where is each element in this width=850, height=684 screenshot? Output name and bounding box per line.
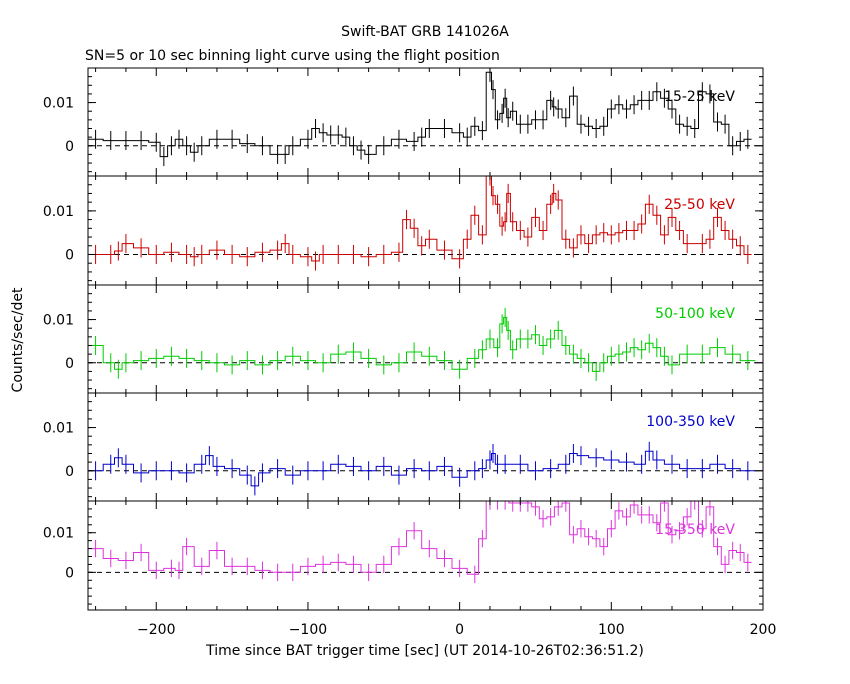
y-tick-label: 0 xyxy=(65,565,74,581)
y-tick-label: 0.01 xyxy=(43,313,74,329)
y-tick-label: 0.01 xyxy=(43,421,74,437)
panel-frame xyxy=(87,175,764,286)
y-tick-label: 0.01 xyxy=(43,96,74,112)
band-label: 25-50 keV xyxy=(664,197,735,213)
series-line xyxy=(88,316,756,372)
series-line xyxy=(88,450,756,487)
series-line xyxy=(88,500,752,575)
chart-title: Swift-BAT GRB 141026A xyxy=(341,24,509,40)
x-tick-label: 200 xyxy=(750,622,777,638)
y-tick-label: 0.01 xyxy=(43,526,74,542)
y-axis-label: Counts/sec/det xyxy=(10,287,26,392)
x-tick-label: −100 xyxy=(289,622,327,638)
band-label: 15-25 keV xyxy=(664,89,735,105)
panel-5: 0 0.01 15-350 keV xyxy=(43,500,764,611)
chart-subtitle: SN=5 or 10 sec binning light curve using… xyxy=(85,48,500,64)
panel-1: 0 0.01 15-25 keV xyxy=(43,67,764,177)
panel-3: 0 0.01 50-100 keV xyxy=(43,284,764,394)
panel-frame xyxy=(87,500,764,611)
panel-frame xyxy=(87,284,764,394)
band-label: 15-350 keV xyxy=(655,522,735,538)
panel-2: 0 0.01 25-50 keV xyxy=(43,175,764,286)
y-tick-label: 0.01 xyxy=(43,204,74,220)
series-line xyxy=(88,71,752,158)
x-axis-label: Time since BAT trigger time [sec] (UT 20… xyxy=(205,643,644,659)
x-tick-label: 0 xyxy=(455,622,464,638)
panels-group: 0 0.01 15-25 keV 0 0.01 25-50 keV 0 0.01 50-100 … xyxy=(43,67,764,611)
band-label: 50-100 keV xyxy=(655,306,735,322)
y-tick-label: 0 xyxy=(65,356,74,372)
y-tick-label: 0 xyxy=(65,139,74,155)
x-tick-label: −200 xyxy=(137,622,175,638)
panel-4: 0 0.01 100-350 keV xyxy=(43,392,764,502)
panel-frame xyxy=(87,392,764,502)
series-line xyxy=(88,175,752,262)
x-tick-label: 100 xyxy=(598,622,625,638)
panel-frame xyxy=(87,67,764,177)
y-tick-label: 0 xyxy=(65,247,74,263)
band-label: 100-350 keV xyxy=(646,414,735,430)
x-tick-labels: −200 −100 0 100 200 xyxy=(137,622,776,638)
y-tick-label: 0 xyxy=(65,464,74,480)
